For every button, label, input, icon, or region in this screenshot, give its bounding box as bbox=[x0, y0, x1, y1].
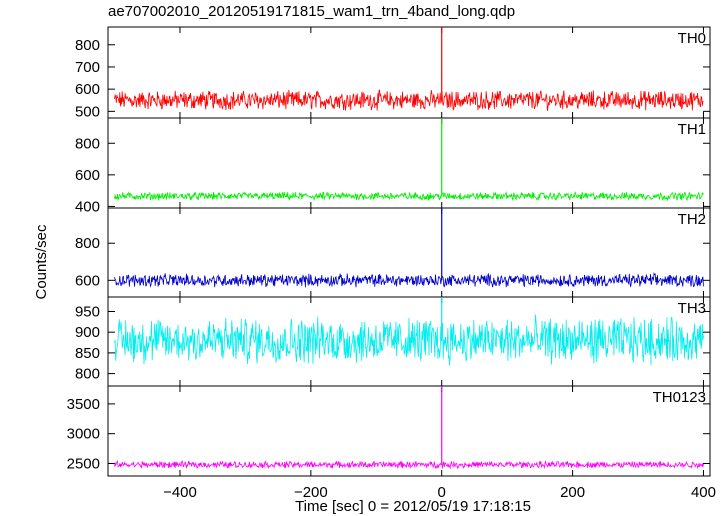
panel-th0123: 2500 3000 3500 TH0123 bbox=[67, 385, 711, 477]
y-tick-label: 950 bbox=[75, 303, 100, 320]
y-tick-label: 800 bbox=[75, 37, 100, 54]
panel-label-th0: TH0 bbox=[678, 30, 706, 47]
x-tick-label: −400 bbox=[163, 484, 197, 501]
y-tick-label: 600 bbox=[75, 167, 100, 184]
y-tick-label: 500 bbox=[75, 103, 100, 120]
x-tick-label: 400 bbox=[691, 484, 716, 501]
y-tick-label: 600 bbox=[75, 272, 100, 289]
y-tick-label: 3500 bbox=[67, 396, 100, 413]
y-tick-label: 850 bbox=[75, 345, 100, 362]
y-tick-label: 900 bbox=[75, 324, 100, 341]
series-line-th0123 bbox=[114, 459, 704, 470]
y-tick-label: 800 bbox=[75, 135, 100, 152]
panel-frame bbox=[107, 385, 711, 477]
series-line-th2 bbox=[114, 271, 704, 288]
panel-label-th0123: TH0123 bbox=[653, 389, 706, 406]
y-tick-label: 400 bbox=[75, 198, 100, 215]
x-tick-label: 200 bbox=[560, 484, 585, 501]
chart-title: ae707002010_20120519171815_wam1_trn_4ban… bbox=[108, 3, 515, 20]
panel-th3: 800 850 900 950 TH3 bbox=[75, 296, 711, 387]
x-tick-label: 0 bbox=[438, 484, 446, 501]
panel-label-th2: TH2 bbox=[678, 211, 706, 228]
y-tick-label: 3000 bbox=[67, 426, 100, 443]
series-line-th3 bbox=[114, 314, 704, 366]
y-tick-label: 600 bbox=[75, 81, 100, 98]
y-tick-label: 2500 bbox=[67, 455, 100, 472]
y-tick-label: 700 bbox=[75, 59, 100, 76]
series-line-th0 bbox=[114, 89, 704, 111]
x-tick-label: −200 bbox=[294, 484, 328, 501]
panel-th0: 500 600 700 800 TH0 bbox=[75, 26, 711, 120]
y-axis-title: Counts/sec bbox=[33, 224, 50, 300]
panel-label-th1: TH1 bbox=[678, 121, 706, 138]
series-line-th1 bbox=[114, 190, 704, 202]
panel-th2: 600 800 TH2 bbox=[75, 207, 711, 298]
panel-label-th3: TH3 bbox=[678, 300, 706, 317]
y-tick-label: 800 bbox=[75, 235, 100, 252]
y-tick-label: 800 bbox=[75, 366, 100, 383]
x-axis-ticks: −400 −200 0 200 400 bbox=[163, 484, 716, 501]
x-axis-title: Time [sec] 0 = 2012/05/19 17:18:15 bbox=[295, 498, 531, 515]
panel-th1: 400 600 800 TH1 bbox=[75, 117, 711, 215]
panel-frame bbox=[107, 207, 711, 298]
